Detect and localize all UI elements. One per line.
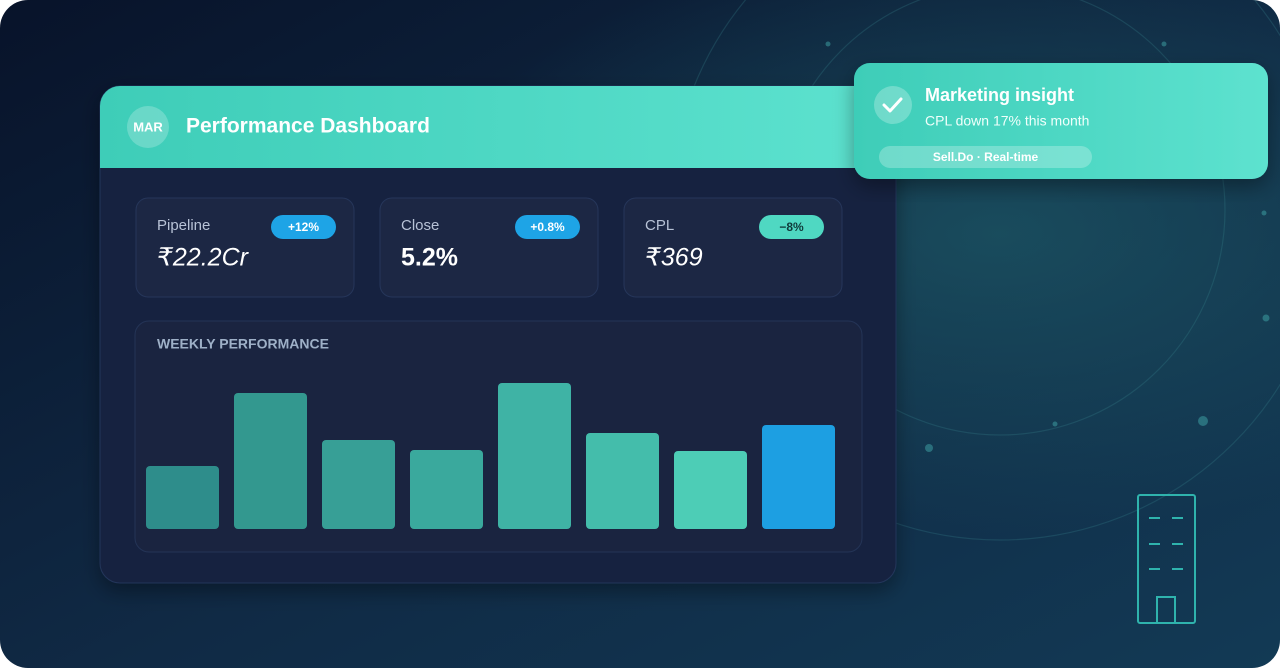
bar [410, 450, 483, 529]
notification-message: CPL down 17% this month [925, 113, 1089, 129]
avatar [127, 106, 169, 148]
bar [234, 393, 307, 529]
dashboard-title: Performance Dashboard [186, 115, 430, 138]
kpi-badge-text: −8% [779, 220, 804, 234]
kpi-value: ₹369 [645, 244, 703, 272]
kpi-badge [759, 215, 824, 239]
kpi-label: CPL [645, 217, 674, 234]
notification-tag [879, 146, 1092, 168]
kpi-value: 5.2% [401, 244, 458, 272]
bar-chart [146, 383, 835, 529]
notification[interactable] [854, 63, 1268, 179]
kpi-badge-text: +12% [288, 220, 319, 234]
kpi-label: Close [401, 217, 439, 234]
bar [322, 440, 395, 529]
card-header [100, 86, 896, 168]
bar [586, 433, 659, 529]
chart-title: WEEKLY PERFORMANCE [157, 336, 329, 352]
bar [498, 383, 571, 529]
kpi-row: Pipeline ₹22.2Cr +12% Close 5.2% +0.8% CPL ₹369… [135, 197, 843, 298]
notification-title: Marketing insight [925, 85, 1074, 105]
kpi-label: Pipeline [157, 217, 210, 234]
kpi-badge-text: +0.8% [530, 220, 565, 234]
notification-tag-text: Sell.Do · Real-time [933, 150, 1039, 164]
bar [146, 466, 219, 529]
avatar-text: MAR [133, 119, 163, 134]
bar [674, 451, 747, 529]
building-icon [1137, 494, 1196, 624]
kpi-badge [271, 215, 336, 239]
check-mark [882, 97, 903, 113]
kpi-badge [515, 215, 580, 239]
check-icon [874, 86, 912, 124]
bar [762, 425, 835, 529]
kpi-value: ₹22.2Cr [157, 244, 250, 272]
